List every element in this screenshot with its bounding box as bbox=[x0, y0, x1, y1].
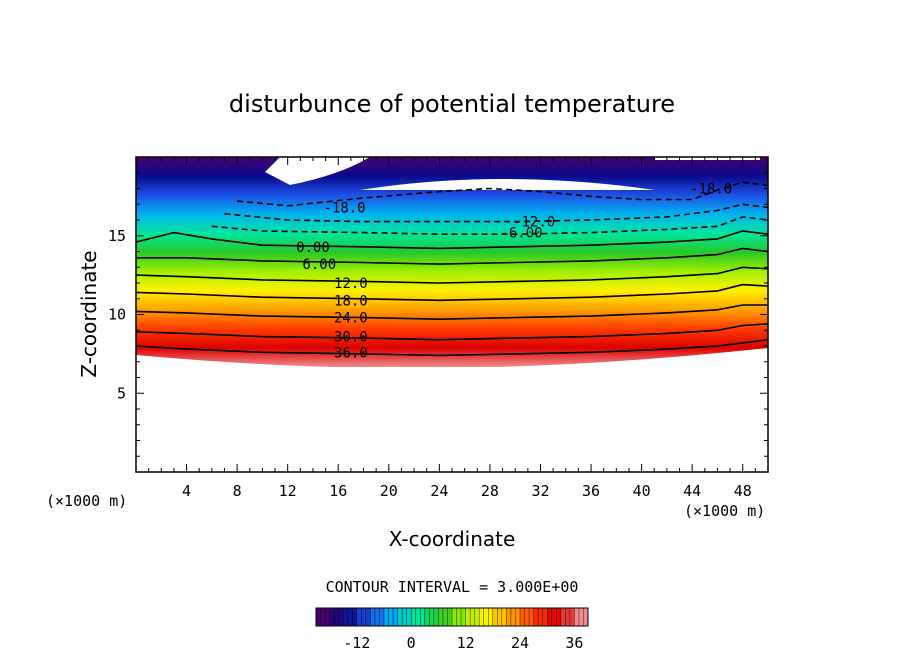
colorbar-swatch bbox=[370, 608, 385, 626]
y-tick-label: 15 bbox=[108, 227, 126, 245]
contour-line bbox=[136, 338, 768, 357]
colorbar-swatch bbox=[329, 608, 344, 626]
colorbar-swatch bbox=[574, 608, 589, 626]
y-tick-label: 5 bbox=[117, 384, 126, 402]
top-white-gap-left bbox=[265, 157, 370, 185]
contour-label: 18.0 bbox=[334, 293, 368, 309]
colorbar-swatch bbox=[424, 608, 439, 626]
contour-label: 30.0 bbox=[334, 330, 368, 346]
colorbar-swatch bbox=[356, 608, 371, 626]
contour-label: 12.0 bbox=[334, 276, 368, 292]
contour-line bbox=[237, 181, 768, 207]
contour-label: 24.0 bbox=[334, 311, 368, 327]
contour-label: -12.0 bbox=[513, 215, 555, 231]
x-tick-label: 44 bbox=[683, 482, 701, 500]
x-tick-label: 4 bbox=[182, 482, 191, 500]
colorbar-swatch bbox=[452, 608, 467, 626]
contour-line bbox=[136, 323, 768, 341]
colorbar-tick-label: 24 bbox=[511, 634, 529, 652]
colorbar-swatch bbox=[397, 608, 412, 626]
colorbar-swatch bbox=[560, 608, 575, 626]
x-tick-label: 40 bbox=[633, 482, 651, 500]
colorbar-tick-label: 0 bbox=[407, 634, 416, 652]
contour-line bbox=[136, 283, 768, 302]
contour-line bbox=[136, 247, 768, 265]
x-unit-right: (×1000 m) bbox=[684, 502, 765, 520]
colorbar-swatch bbox=[316, 608, 331, 626]
colorbar-swatch bbox=[479, 608, 494, 626]
colorbar-swatch bbox=[384, 608, 399, 626]
colorbar-tick-label: -12 bbox=[343, 634, 370, 652]
colorbar-swatch bbox=[506, 608, 521, 626]
contour-lines bbox=[136, 181, 768, 357]
contour-label: 0.00 bbox=[296, 240, 330, 256]
x-tick-label: 16 bbox=[329, 482, 347, 500]
x-tick-label: 20 bbox=[380, 482, 398, 500]
contour-line bbox=[136, 266, 768, 284]
x-axis-ticks: 4 8 12 16 20 24 28 32 36 40 44 48 bbox=[135, 157, 769, 500]
colorbar: -12 0 12 24 36 bbox=[315, 607, 589, 652]
contour-label: -6.00 bbox=[500, 226, 542, 242]
contour-line bbox=[136, 230, 768, 250]
top-white-gap-right bbox=[360, 157, 760, 190]
colorbar-swatch bbox=[465, 608, 480, 626]
colorbar-swatch bbox=[533, 608, 548, 626]
x-tick-label: 32 bbox=[531, 482, 549, 500]
contour-labels: -18.0 -18.0 -12.0-6.00 0.006.00 12.018.0 24.0… bbox=[296, 182, 732, 362]
x-tick-label: 36 bbox=[582, 482, 600, 500]
colorbar-swatch bbox=[492, 608, 507, 626]
y-axis-ticks: 5 10 15 bbox=[108, 156, 768, 473]
y-tick-label: 10 bbox=[108, 306, 126, 324]
contour-label: -18.0 bbox=[690, 182, 732, 198]
x-tick-label: 24 bbox=[430, 482, 448, 500]
contour-line bbox=[211, 216, 768, 235]
x-tick-label: 48 bbox=[734, 482, 752, 500]
colorbar-swatch bbox=[520, 608, 535, 626]
contour-label: 6.00 bbox=[302, 257, 336, 273]
x-axis-label: X-coordinate bbox=[389, 527, 516, 551]
contour-line bbox=[136, 304, 768, 321]
contour-label: -18.0 bbox=[323, 200, 365, 216]
chart-title: disturbunce of potential temperature bbox=[229, 90, 675, 118]
colorbar-tick-label: 36 bbox=[565, 634, 583, 652]
colorbar-tick-label: 12 bbox=[457, 634, 475, 652]
field-fill bbox=[136, 157, 768, 367]
colorbar-swatch bbox=[547, 608, 562, 626]
colorbar-swatch bbox=[438, 608, 453, 626]
colorbar-swatch bbox=[411, 608, 426, 626]
x-tick-label: 8 bbox=[233, 482, 242, 500]
colorbar-frame bbox=[315, 607, 589, 627]
contour-line bbox=[224, 203, 768, 223]
y-axis-label: Z-coordinate bbox=[77, 250, 101, 377]
x-tick-label: 12 bbox=[279, 482, 297, 500]
colorbar-swatch bbox=[343, 608, 358, 626]
contour-label: 36.0 bbox=[334, 345, 368, 361]
lower-white-region bbox=[136, 348, 768, 472]
contour-interval-label: CONTOUR INTERVAL = 3.000E+00 bbox=[326, 578, 579, 596]
x-unit-left: (×1000 m) bbox=[46, 492, 127, 510]
x-tick-label: 28 bbox=[481, 482, 499, 500]
